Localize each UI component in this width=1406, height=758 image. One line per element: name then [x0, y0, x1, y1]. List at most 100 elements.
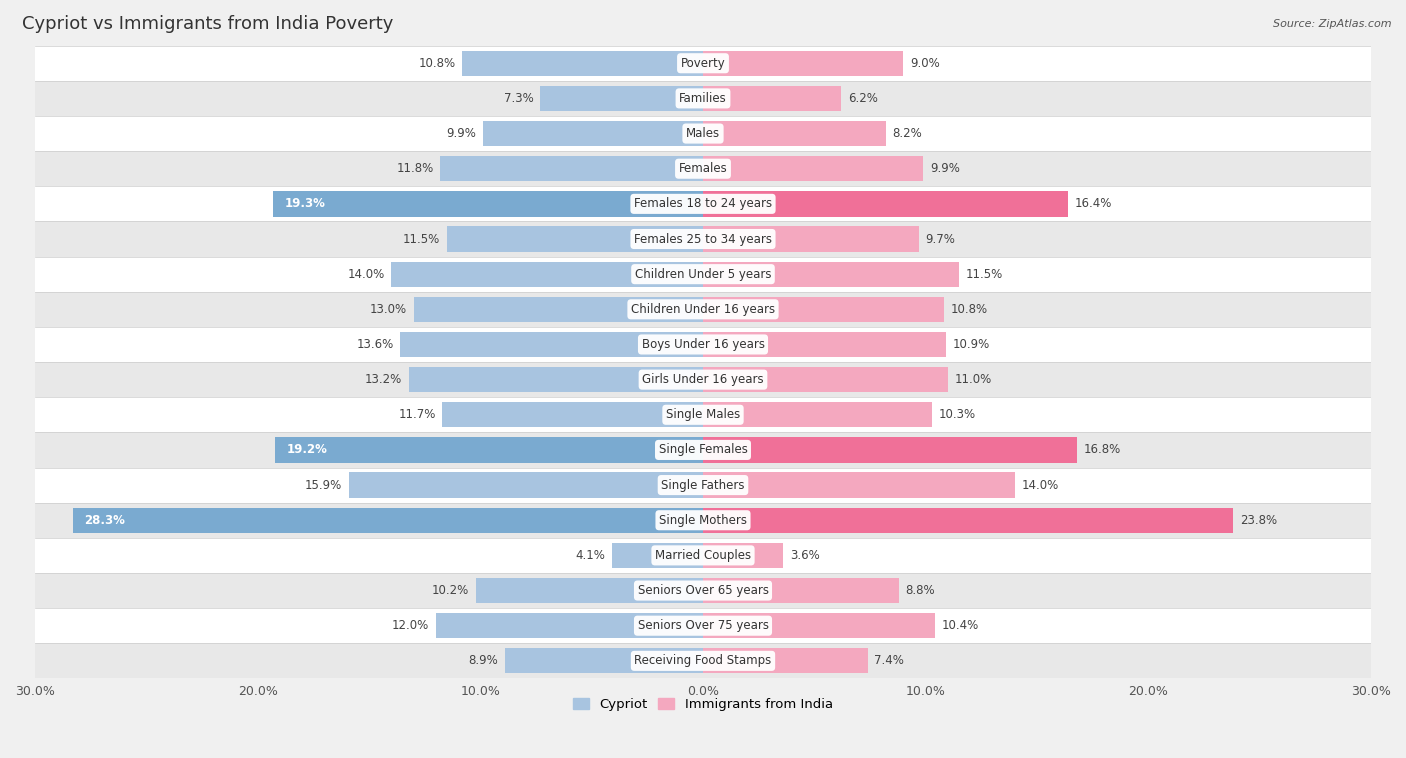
- Bar: [505, 648, 703, 674]
- Text: 9.7%: 9.7%: [925, 233, 956, 246]
- Bar: [703, 121, 886, 146]
- Bar: [703, 51, 904, 76]
- Text: 7.4%: 7.4%: [875, 654, 904, 667]
- Bar: [703, 402, 932, 428]
- Text: Females 18 to 24 years: Females 18 to 24 years: [634, 197, 772, 211]
- Text: Seniors Over 65 years: Seniors Over 65 years: [637, 584, 769, 597]
- Bar: [35, 151, 1371, 186]
- Text: 3.6%: 3.6%: [790, 549, 820, 562]
- Text: Males: Males: [686, 127, 720, 140]
- Text: 13.2%: 13.2%: [366, 373, 402, 386]
- Text: 10.9%: 10.9%: [952, 338, 990, 351]
- Text: 8.2%: 8.2%: [893, 127, 922, 140]
- Bar: [475, 578, 703, 603]
- Bar: [73, 508, 703, 533]
- Bar: [612, 543, 703, 568]
- Bar: [35, 362, 1371, 397]
- Text: 10.8%: 10.8%: [419, 57, 456, 70]
- Text: Cypriot vs Immigrants from India Poverty: Cypriot vs Immigrants from India Poverty: [21, 15, 392, 33]
- Text: 10.2%: 10.2%: [432, 584, 470, 597]
- Bar: [703, 508, 1233, 533]
- Bar: [703, 262, 959, 287]
- Text: 11.7%: 11.7%: [398, 409, 436, 421]
- Text: 10.4%: 10.4%: [941, 619, 979, 632]
- Text: Seniors Over 75 years: Seniors Over 75 years: [637, 619, 769, 632]
- Bar: [703, 367, 948, 393]
- Bar: [273, 191, 703, 217]
- Bar: [35, 186, 1371, 221]
- Bar: [35, 432, 1371, 468]
- Text: 8.9%: 8.9%: [468, 654, 498, 667]
- Bar: [447, 227, 703, 252]
- Text: Married Couples: Married Couples: [655, 549, 751, 562]
- Text: 9.9%: 9.9%: [931, 162, 960, 175]
- Text: 23.8%: 23.8%: [1240, 514, 1277, 527]
- Bar: [35, 608, 1371, 644]
- Bar: [440, 156, 703, 181]
- Bar: [443, 402, 703, 428]
- Bar: [703, 543, 783, 568]
- Bar: [703, 578, 898, 603]
- Text: Children Under 5 years: Children Under 5 years: [634, 268, 772, 280]
- Bar: [413, 296, 703, 322]
- Bar: [436, 613, 703, 638]
- Text: 19.3%: 19.3%: [284, 197, 325, 211]
- Bar: [35, 397, 1371, 432]
- Text: 16.8%: 16.8%: [1084, 443, 1121, 456]
- Text: 4.1%: 4.1%: [575, 549, 605, 562]
- Bar: [409, 367, 703, 393]
- Bar: [35, 503, 1371, 538]
- Bar: [35, 221, 1371, 257]
- Bar: [482, 121, 703, 146]
- Text: 13.0%: 13.0%: [370, 302, 406, 316]
- Text: Receiving Food Stamps: Receiving Food Stamps: [634, 654, 772, 667]
- Text: 11.5%: 11.5%: [404, 233, 440, 246]
- Text: 19.2%: 19.2%: [287, 443, 328, 456]
- Text: 14.0%: 14.0%: [347, 268, 385, 280]
- Text: Boys Under 16 years: Boys Under 16 years: [641, 338, 765, 351]
- Bar: [35, 292, 1371, 327]
- Text: 7.3%: 7.3%: [503, 92, 534, 105]
- Text: Poverty: Poverty: [681, 57, 725, 70]
- Text: 11.0%: 11.0%: [955, 373, 991, 386]
- Bar: [391, 262, 703, 287]
- Bar: [703, 156, 924, 181]
- Bar: [35, 116, 1371, 151]
- Bar: [35, 468, 1371, 503]
- Text: Females 25 to 34 years: Females 25 to 34 years: [634, 233, 772, 246]
- Text: 14.0%: 14.0%: [1021, 478, 1059, 492]
- Bar: [349, 472, 703, 498]
- Bar: [463, 51, 703, 76]
- Text: Single Mothers: Single Mothers: [659, 514, 747, 527]
- Bar: [276, 437, 703, 462]
- Text: 15.9%: 15.9%: [305, 478, 342, 492]
- Text: 10.8%: 10.8%: [950, 302, 987, 316]
- Text: Single Females: Single Females: [658, 443, 748, 456]
- Text: Females: Females: [679, 162, 727, 175]
- Bar: [35, 45, 1371, 81]
- Text: Families: Families: [679, 92, 727, 105]
- Bar: [35, 257, 1371, 292]
- Bar: [703, 191, 1069, 217]
- Text: 9.0%: 9.0%: [910, 57, 939, 70]
- Bar: [703, 296, 943, 322]
- Bar: [540, 86, 703, 111]
- Text: 9.9%: 9.9%: [446, 127, 475, 140]
- Text: 12.0%: 12.0%: [392, 619, 429, 632]
- Bar: [35, 644, 1371, 678]
- Bar: [703, 472, 1015, 498]
- Bar: [703, 613, 935, 638]
- Text: 11.5%: 11.5%: [966, 268, 1002, 280]
- Bar: [401, 332, 703, 357]
- Text: 28.3%: 28.3%: [84, 514, 125, 527]
- Text: Single Fathers: Single Fathers: [661, 478, 745, 492]
- Bar: [703, 437, 1077, 462]
- Bar: [703, 332, 946, 357]
- Bar: [703, 648, 868, 674]
- Text: 11.8%: 11.8%: [396, 162, 433, 175]
- Bar: [35, 81, 1371, 116]
- Text: Source: ZipAtlas.com: Source: ZipAtlas.com: [1274, 19, 1392, 29]
- Text: 16.4%: 16.4%: [1076, 197, 1112, 211]
- Bar: [703, 86, 841, 111]
- Text: Girls Under 16 years: Girls Under 16 years: [643, 373, 763, 386]
